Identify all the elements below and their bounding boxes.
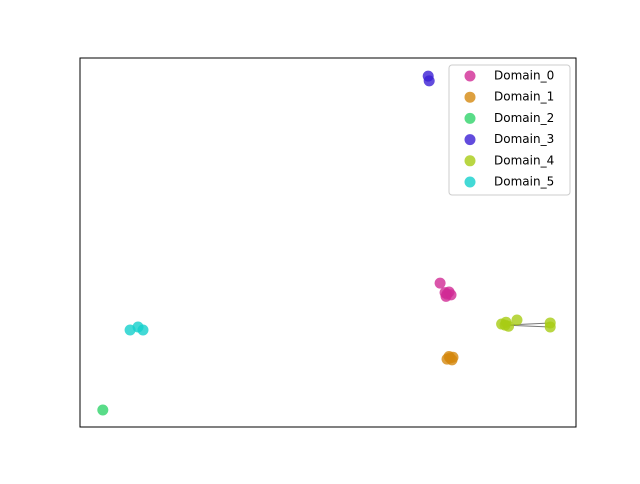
point — [423, 75, 435, 87]
legend-marker — [464, 112, 476, 124]
legend-label: Domain_2 — [494, 111, 554, 125]
point — [511, 314, 523, 326]
point — [434, 277, 446, 289]
legend-marker — [464, 155, 476, 167]
point — [500, 316, 512, 328]
point — [446, 354, 458, 366]
point — [544, 321, 556, 333]
legend-label: Domain_4 — [494, 153, 554, 167]
legend-label: Domain_3 — [494, 132, 554, 146]
legend-marker — [464, 176, 476, 188]
legend-marker — [464, 134, 476, 146]
legend-marker — [464, 91, 476, 103]
legend-label: Domain_5 — [494, 175, 554, 189]
legend-label: Domain_1 — [494, 90, 554, 104]
point — [439, 287, 451, 299]
point — [97, 404, 109, 416]
plot-frame — [79, 57, 577, 428]
legend-marker — [464, 70, 476, 82]
legend-label: Domain_0 — [494, 69, 554, 83]
point — [137, 324, 149, 336]
legend-box — [448, 64, 571, 196]
